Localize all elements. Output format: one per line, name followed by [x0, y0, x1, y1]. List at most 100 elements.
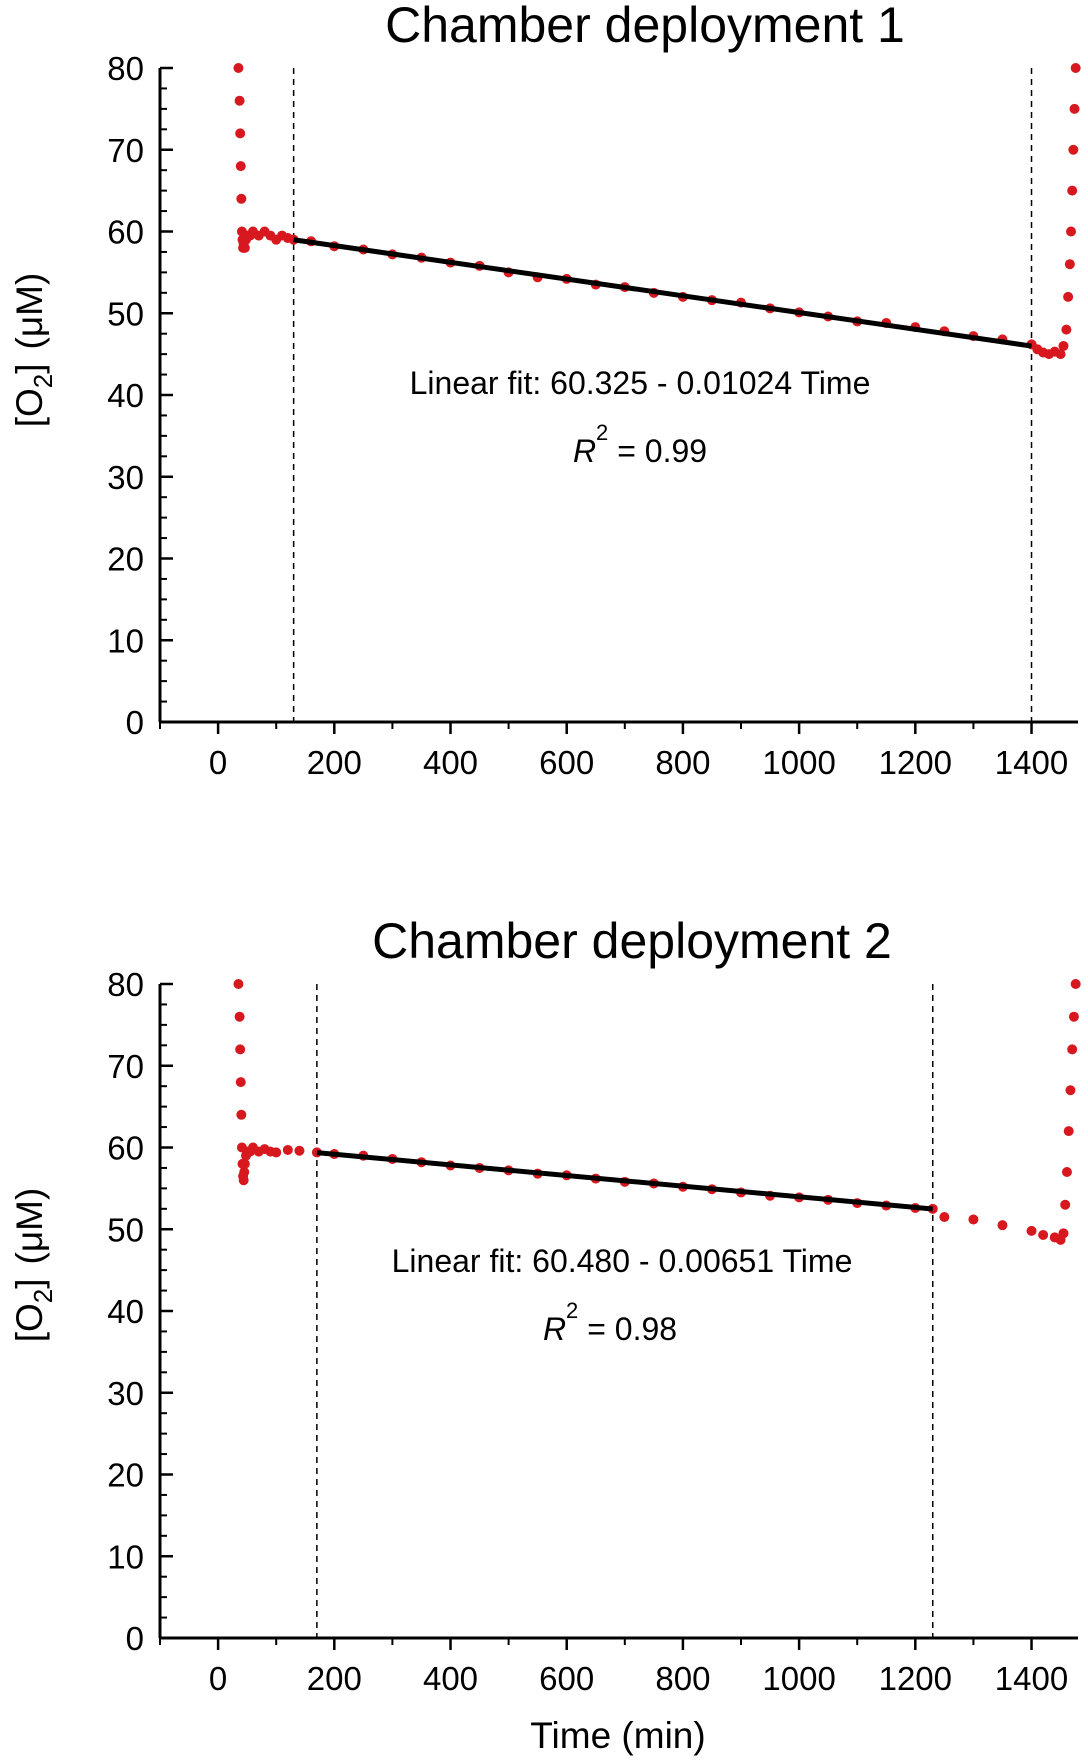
data-point	[233, 63, 244, 73]
r-power: 2	[566, 1298, 578, 1323]
y-tick-label: 60	[107, 1130, 144, 1167]
data-point	[1055, 349, 1066, 360]
data-point	[1063, 1126, 1074, 1137]
y-tick-label: 0	[126, 1620, 144, 1657]
data-point	[1069, 103, 1080, 114]
x-tick-label: 600	[539, 1660, 594, 1697]
data-point	[235, 128, 246, 139]
y-tick-label: 80	[107, 966, 144, 1003]
data-point	[1065, 1085, 1076, 1096]
x-tick-label: 1000	[762, 744, 835, 781]
data-point	[1066, 226, 1077, 237]
y-axis-label: [O2] (μM)	[9, 273, 58, 428]
data-point	[1067, 185, 1078, 196]
data-point	[236, 1109, 247, 1120]
data-point	[238, 1175, 249, 1186]
r-power: 2	[596, 420, 608, 445]
data-point	[233, 979, 244, 989]
data-point	[1068, 1011, 1079, 1022]
x-axis-label: Time (min)	[530, 1715, 705, 1756]
data-point	[271, 1147, 282, 1158]
chart-panel-2: Chamber deployment 2 [O2](μM) 0102030405…	[9, 913, 1081, 1756]
data-point	[239, 242, 250, 253]
r-value: = 0.99	[608, 433, 707, 469]
r-symbol: R	[543, 1311, 566, 1347]
y-tick-label: 30	[107, 1375, 144, 1412]
y-tick-label: 10	[107, 1538, 144, 1575]
r-squared: R2 = 0.98	[543, 1298, 677, 1347]
data-point	[282, 1144, 293, 1155]
x-tick-label: 0	[209, 744, 227, 781]
data-point	[236, 193, 247, 204]
y-tick-label: 20	[107, 541, 144, 578]
y-tick-label: 30	[107, 459, 144, 496]
data-point	[939, 1211, 950, 1222]
data-point	[235, 1044, 246, 1055]
data-point	[968, 1214, 979, 1225]
x-tick-label: 200	[307, 744, 362, 781]
fit-equation: Linear fit: 60.480 - 0.00651 Time	[392, 1243, 853, 1279]
data-point	[294, 1145, 305, 1156]
y-axis-label-subscript: 2	[28, 374, 58, 388]
x-tick-label: 600	[539, 744, 594, 781]
data-point	[1038, 1229, 1049, 1240]
data-point	[235, 1077, 246, 1088]
x-tick-label: 1200	[879, 1660, 952, 1697]
data-point	[1058, 340, 1069, 351]
fit-line	[293, 237, 1032, 349]
data-point	[235, 161, 246, 172]
r-squared: R2 = 0.99	[573, 420, 707, 469]
fit-line	[316, 1150, 933, 1212]
x-tick-label: 800	[655, 744, 710, 781]
y-axis-label-unit: (μM)	[9, 273, 50, 350]
y-tick-label: 40	[107, 1293, 144, 1330]
data-point	[1058, 1228, 1069, 1239]
x-tick-label: 400	[423, 1660, 478, 1697]
y-axis-label-subscript: 2	[28, 1289, 58, 1303]
y-tick-label: 70	[107, 1048, 144, 1085]
chart-panel-1: Chamber deployment 1 [O2](μM) 0102030405…	[9, 0, 1081, 781]
r-value: = 0.98	[578, 1311, 677, 1347]
x-tick-label: 200	[307, 1660, 362, 1697]
r-symbol: R	[573, 433, 596, 469]
data-point	[1064, 259, 1075, 270]
data-point	[1067, 1044, 1078, 1055]
data-point	[1070, 979, 1081, 989]
data-point	[1068, 144, 1079, 155]
y-tick-label: 80	[107, 50, 144, 87]
x-tick-label: 0	[209, 1660, 227, 1697]
y-axis-label-close: ]	[9, 363, 50, 373]
y-tick-label: 50	[107, 1211, 144, 1248]
y-tick-label: 70	[107, 132, 144, 169]
y-tick-label: 0	[126, 704, 144, 741]
chart-title: Chamber deployment 1	[385, 0, 905, 53]
y-tick-label: 40	[107, 377, 144, 414]
y-tick-label: 60	[107, 214, 144, 251]
data-point	[1026, 1225, 1037, 1236]
x-tick-label: 1000	[762, 1660, 835, 1697]
data-point	[239, 1158, 250, 1169]
data-point	[1061, 1167, 1072, 1178]
y-axis-label-open: [O	[9, 388, 50, 427]
y-axis-label-open: [O	[9, 1303, 50, 1342]
y-axis-label-close: ]	[9, 1278, 50, 1288]
data-point	[234, 95, 245, 106]
x-tick-label: 800	[655, 1660, 710, 1697]
y-tick-label: 10	[107, 622, 144, 659]
data-point	[1070, 63, 1081, 73]
y-tick-label: 20	[107, 1457, 144, 1494]
data-point	[234, 1011, 245, 1022]
y-axis-label-unit: (μM)	[9, 1188, 50, 1265]
fit-equation: Linear fit: 60.325 - 0.01024 Time	[410, 365, 871, 401]
data-point	[997, 1220, 1008, 1231]
x-tick-label: 1400	[995, 1660, 1068, 1697]
data-point	[239, 1167, 250, 1178]
x-tick-label: 1200	[879, 744, 952, 781]
data-point	[1063, 291, 1074, 302]
y-tick-label: 50	[107, 295, 144, 332]
x-tick-label: 1400	[995, 744, 1068, 781]
data-point	[1061, 324, 1072, 335]
